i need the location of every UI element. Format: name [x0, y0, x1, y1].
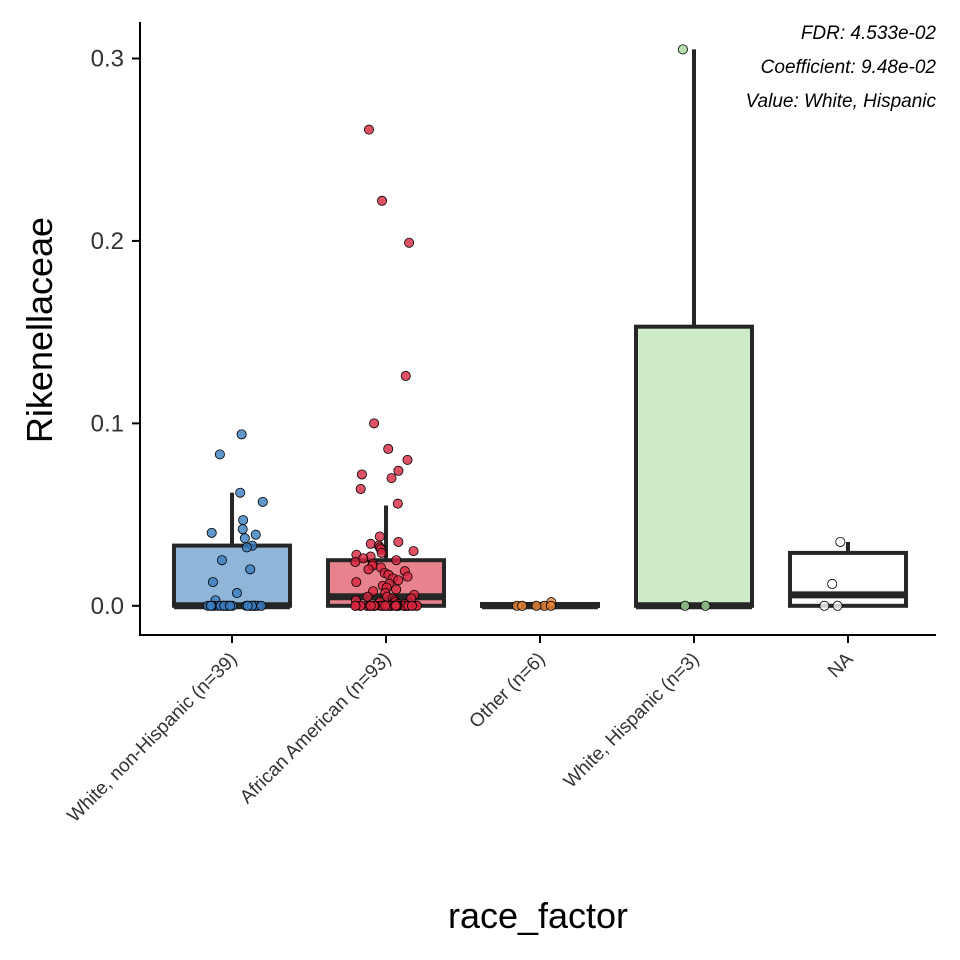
data-point — [235, 487, 246, 498]
data-point — [242, 600, 253, 611]
data-point — [207, 577, 218, 588]
data-point — [393, 536, 404, 547]
data-point — [677, 44, 688, 55]
y-tick-label: 0.3 — [91, 45, 124, 72]
value-annotation: Value: White, Hispanic — [746, 91, 937, 112]
data-point — [517, 600, 528, 611]
data-point — [363, 564, 374, 575]
y-axis-title: Rikenellaceae — [19, 217, 60, 443]
data-point — [680, 600, 691, 611]
data-point — [363, 124, 374, 135]
data-point — [231, 588, 242, 599]
x-tick-label: African American (n=93) — [236, 649, 395, 808]
data-point — [216, 555, 227, 566]
coefficient-annotation: Coefficient: 9.48e-02 — [761, 57, 937, 78]
box-rect — [634, 324, 754, 608]
data-point — [236, 429, 247, 440]
data-point — [531, 600, 542, 611]
x-tick-label: White, Hispanic (n=3) — [560, 649, 704, 793]
data-point — [376, 547, 387, 558]
data-point — [391, 584, 402, 595]
data-point — [374, 531, 385, 542]
data-point — [224, 600, 235, 611]
data-point — [377, 195, 388, 206]
data-point — [237, 524, 248, 535]
data-point — [393, 465, 404, 476]
data-point — [355, 484, 366, 495]
data-point — [214, 449, 225, 460]
data-point — [350, 557, 361, 568]
data-point — [406, 600, 417, 611]
data-point — [402, 454, 413, 465]
data-point — [206, 527, 217, 538]
data-point — [257, 496, 268, 507]
data-point — [362, 591, 373, 602]
box-rect — [172, 543, 292, 608]
data-point — [835, 536, 846, 547]
fdr-annotation: FDR: 4.533e-02 — [801, 23, 937, 44]
data-point — [351, 577, 362, 588]
data-point — [350, 600, 361, 611]
x-axis-ticks: White, non-Hispanic (n=39)African Americ… — [64, 635, 858, 827]
y-axis-ticks: 0.0 0.1 0.2 0.3 — [91, 45, 140, 620]
data-point — [832, 600, 843, 611]
data-point — [400, 370, 411, 381]
data-point — [819, 600, 830, 611]
data-point — [391, 555, 402, 566]
x-tick-label: Other (n=6) — [466, 649, 550, 733]
y-tick-label: 0.1 — [91, 410, 124, 437]
data-point — [365, 600, 376, 611]
data-point — [402, 571, 413, 582]
x-tick-label: White, non-Hispanic (n=39) — [64, 649, 242, 827]
data-point — [238, 515, 249, 526]
data-point — [386, 473, 397, 484]
data-point — [356, 469, 367, 480]
data-point — [250, 529, 261, 540]
x-tick-label: NA — [824, 648, 858, 682]
data-point — [369, 418, 380, 429]
data-point — [390, 600, 401, 611]
data-point — [241, 542, 252, 553]
x-axis-title: race_factor — [448, 895, 628, 936]
data-point — [408, 546, 419, 557]
data-point — [700, 600, 711, 611]
data-point — [205, 600, 216, 611]
data-point — [827, 578, 838, 589]
data-point — [404, 237, 415, 248]
data-point — [393, 575, 404, 586]
plot-marks — [172, 44, 908, 611]
y-tick-label: 0.2 — [91, 228, 124, 255]
y-tick-label: 0.0 — [91, 593, 124, 620]
data-point — [392, 498, 403, 509]
data-point — [383, 443, 394, 454]
data-point — [380, 600, 391, 611]
data-point — [545, 600, 556, 611]
data-point — [239, 533, 250, 544]
data-point — [245, 564, 256, 575]
data-point — [256, 600, 267, 611]
